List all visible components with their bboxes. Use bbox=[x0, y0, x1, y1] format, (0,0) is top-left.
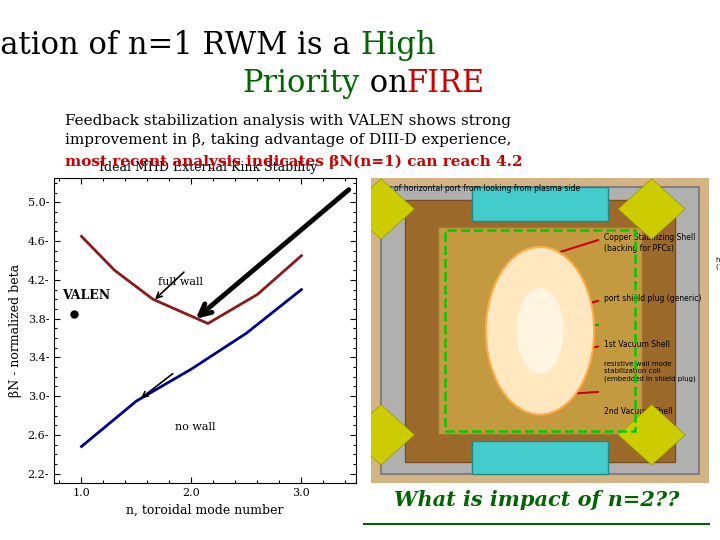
Text: most recent analysis indicates βN(n=1) can reach 4.2: most recent analysis indicates βN(n=1) c… bbox=[65, 155, 522, 169]
Ellipse shape bbox=[516, 288, 564, 374]
Text: horizontal port
(1.3 m x 0.65 m): horizontal port (1.3 m x 0.65 m) bbox=[716, 257, 720, 271]
Bar bbox=[618, 404, 685, 465]
Text: High: High bbox=[360, 30, 436, 62]
FancyBboxPatch shape bbox=[381, 187, 699, 474]
Y-axis label: βN - normalized beta: βN - normalized beta bbox=[9, 264, 22, 397]
Bar bbox=[618, 179, 685, 239]
Text: 2nd Vacuum Shell: 2nd Vacuum Shell bbox=[604, 407, 673, 416]
Bar bbox=[348, 179, 415, 239]
Text: port shield plug (generic): port shield plug (generic) bbox=[604, 294, 702, 303]
Text: Copper Stabilizing Shell
(backing for PFCs): Copper Stabilizing Shell (backing for PF… bbox=[604, 233, 696, 253]
Text: no wall: no wall bbox=[175, 422, 215, 432]
Ellipse shape bbox=[486, 247, 594, 415]
Text: FIRE: FIRE bbox=[407, 68, 485, 99]
Text: improvement in β, taking advantage of DIII-D experience,: improvement in β, taking advantage of DI… bbox=[65, 133, 511, 147]
Text: Priority: Priority bbox=[243, 68, 360, 99]
Bar bbox=[472, 187, 608, 221]
Text: VALEN: VALEN bbox=[62, 289, 110, 302]
Bar bbox=[472, 441, 608, 474]
Text: view of horizontal port from looking from plasma side: view of horizontal port from looking fro… bbox=[374, 184, 580, 193]
Text: full wall: full wall bbox=[158, 276, 204, 287]
FancyBboxPatch shape bbox=[438, 227, 642, 435]
Text: Stabilization of n=1 RWM is a: Stabilization of n=1 RWM is a bbox=[0, 30, 360, 62]
Text: Ideal MHD External Kink Stability: Ideal MHD External Kink Stability bbox=[99, 161, 318, 174]
X-axis label: n, toroidal mode number: n, toroidal mode number bbox=[127, 504, 284, 517]
Text: Feedback stabilization analysis with VALEN shows strong: Feedback stabilization analysis with VAL… bbox=[65, 114, 510, 129]
Text: 1st Vacuum Shell: 1st Vacuum Shell bbox=[604, 340, 670, 349]
FancyBboxPatch shape bbox=[405, 200, 675, 462]
Text: What is impact of n=2??: What is impact of n=2?? bbox=[394, 489, 679, 510]
Bar bbox=[348, 404, 415, 465]
Text: resistive wall mode
stabilization coil
(embedded in shield plug): resistive wall mode stabilization coil (… bbox=[604, 361, 696, 382]
Text: on: on bbox=[360, 68, 418, 99]
